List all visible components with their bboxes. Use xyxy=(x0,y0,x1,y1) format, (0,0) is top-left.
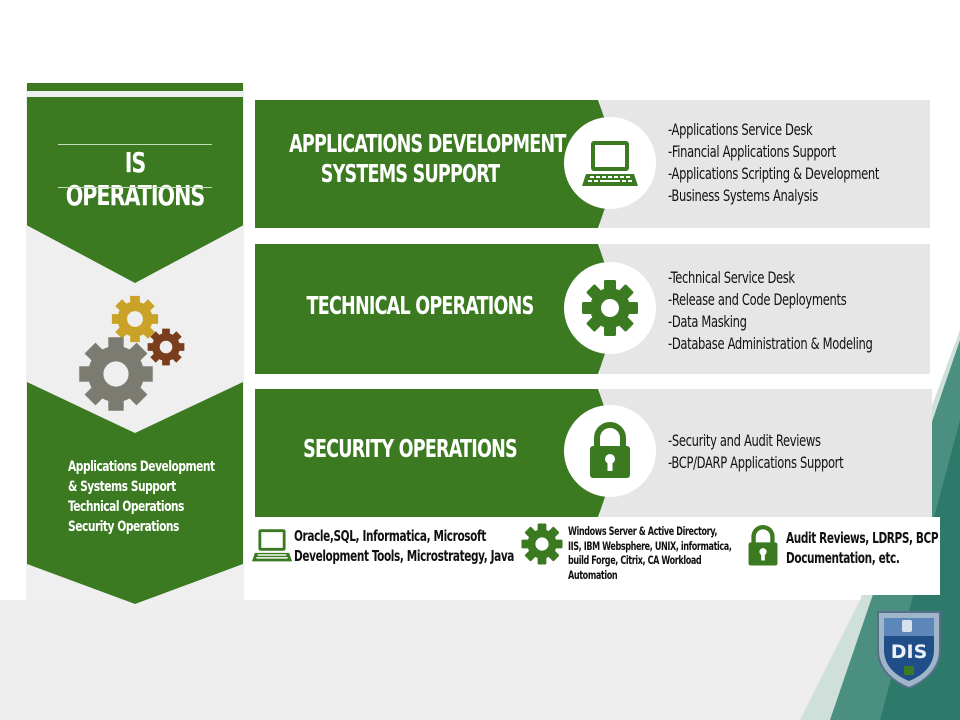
title-rule-bottom xyxy=(58,187,212,188)
row-3-bullets: -Security and Audit Reviews -BCP/DARP Ap… xyxy=(668,430,887,474)
row-1-title-panel xyxy=(255,100,620,228)
list-item: -Financial Applications Support xyxy=(668,142,836,161)
list-item: -Security and Audit Reviews xyxy=(668,431,821,450)
padlock-icon xyxy=(748,525,778,566)
row-1-icon-circle xyxy=(564,117,656,209)
list-item: -Technical Service Desk xyxy=(668,268,795,287)
row-3-title-panel xyxy=(255,389,620,517)
tools-line: Audit Reviews, LDRPS, BCP xyxy=(786,529,939,547)
row-2-title: TECHNICAL OPERATIONS xyxy=(306,291,535,320)
row-3-title: SECURITY OPERATIONS xyxy=(303,434,518,463)
list-item: -Applications Service Desk xyxy=(668,120,813,139)
list-item: -Data Masking xyxy=(668,312,747,331)
sidebar-item-label: Applications Development xyxy=(68,459,215,475)
row-2-icon-circle xyxy=(564,262,656,354)
gear-icon xyxy=(521,523,563,565)
tools-line: IIS, IBM Websphere, UNIX, informatica, xyxy=(568,538,732,553)
laptop-icon xyxy=(252,529,292,562)
row-3-icon-circle xyxy=(564,405,656,497)
row-2-bullets: -Technical Service Desk -Release and Cod… xyxy=(668,267,924,355)
list-item: -Database Administration & Modeling xyxy=(668,334,873,353)
tools-line: Windows Server & Active Directory, xyxy=(568,524,718,538)
dis-logo: DIS xyxy=(877,611,941,690)
padlock-icon xyxy=(590,422,630,478)
list-item: -Applications Scripting & Development xyxy=(668,164,880,183)
row-1-title: APPLICATIONS DEVELOPMENT & SYSTEMS SUPPO… xyxy=(289,129,586,188)
tools-item-3: Audit Reviews, LDRPS, BCP Documentation,… xyxy=(786,528,960,568)
sidebar-list: Applications Development & Systems Suppo… xyxy=(68,457,238,537)
tools-line: Automation xyxy=(568,567,618,582)
tools-line: Documentation, etc. xyxy=(786,549,900,567)
list-item: -BCP/DARP Applications Support xyxy=(668,453,844,472)
row-2-title-panel xyxy=(255,244,620,374)
tools-line: Oracle,SQL, Informatica, Microsoft xyxy=(294,527,486,545)
tools-strip xyxy=(250,517,940,595)
list-item: -Business Systems Analysis xyxy=(668,186,818,205)
sidebar-item-label: Security Operations xyxy=(68,519,179,535)
gears-icon xyxy=(79,295,185,411)
svg-text:DIS: DIS xyxy=(891,641,928,663)
sidebar-title: IS OPERATIONS xyxy=(65,146,206,212)
tools-item-1: Oracle,SQL, Informatica, Microsoft Devel… xyxy=(294,526,576,566)
background-bottom-band xyxy=(0,600,960,720)
sidebar-top-bar xyxy=(27,83,243,91)
list-item: -Release and Code Deployments xyxy=(668,290,847,309)
laptop-icon xyxy=(582,141,638,186)
gear-icon xyxy=(582,280,638,336)
title-rule-top xyxy=(58,144,212,145)
tools-line: Development Tools, Microstrategy, Java xyxy=(294,547,515,565)
sidebar-item-label: & Systems Support xyxy=(68,479,176,495)
sidebar-item-label: Technical Operations xyxy=(68,499,184,515)
tools-line: build Forge, Citrix, CA Workload xyxy=(568,553,702,567)
tools-item-2: Windows Server & Active Directory, IIS, … xyxy=(568,524,778,582)
row-1-bullets: -Applications Service Desk -Financial Ap… xyxy=(668,119,932,207)
